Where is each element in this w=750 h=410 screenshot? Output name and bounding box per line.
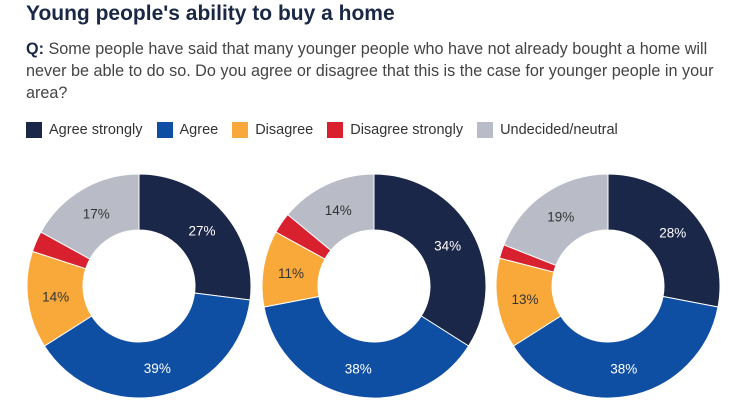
- donut-2-label-undecided-neutral: 14%: [325, 203, 352, 218]
- donut-2-label-agree-strongly: 34%: [434, 239, 461, 254]
- legend-label-disagree: Disagree: [255, 122, 314, 138]
- donut-2-slice-agree: [263, 295, 470, 399]
- donut-2-slice-agree-strongly: [373, 173, 487, 347]
- donut-2-label-disagree: 11%: [278, 266, 304, 281]
- chart-title: Young people's ability to buy a home: [26, 2, 395, 25]
- legend-item-agree: Agree: [156, 122, 219, 138]
- donut-3-label-undecided-neutral: 19%: [547, 210, 574, 225]
- legend-item-agree-strongly: Agree strongly: [26, 122, 143, 138]
- legend-swatch-disagree: [232, 122, 249, 138]
- donut-2-label-agree: 38%: [345, 362, 372, 377]
- legend: Agree strongly Agree Disagree Disagree s…: [26, 122, 632, 138]
- donut-3-label-agree: 38%: [610, 362, 637, 377]
- legend-swatch-disagree-strongly: [327, 122, 344, 138]
- donut-1-slice-agree: [43, 292, 251, 399]
- donut-charts: 27% 39% 14% 17% 34% 38% 11% 14% 28% 38% 13% 19%: [26, 173, 721, 399]
- legend-item-disagree: Disagree: [232, 122, 313, 138]
- legend-label-undecided-neutral: Undecided/neutral: [500, 122, 618, 138]
- legend-swatch-agree-strongly: [26, 122, 42, 138]
- question-text: Q: Some people have said that many young…: [26, 38, 726, 104]
- legend-label-disagree-strongly: Disagree strongly: [350, 122, 464, 138]
- donut-1-label-undecided-neutral: 17%: [83, 207, 110, 222]
- question-prefix: Q:: [26, 40, 44, 58]
- donut-3-slice-agree-strongly: [607, 173, 721, 308]
- donut-1-slice-agree-strongly: [138, 173, 252, 301]
- donut-3-label-agree-strongly: 28%: [659, 225, 686, 240]
- donut-3-slice-agree: [512, 295, 719, 399]
- donut-1-label-agree-strongly: 27%: [188, 223, 215, 238]
- donut-3-slice-undecided-neutral: [503, 173, 609, 267]
- legend-swatch-agree: [156, 122, 173, 138]
- donut-1-slice-undecided-neutral: [40, 173, 140, 260]
- legend-item-disagree-strongly: Disagree strongly: [327, 122, 463, 138]
- donut-1-label-agree: 39%: [144, 361, 171, 376]
- donut-3-label-disagree: 13%: [512, 292, 539, 307]
- legend-item-undecided-neutral: Undecided/neutral: [477, 122, 618, 138]
- donut-1-label-disagree: 14%: [42, 290, 69, 305]
- legend-label-agree-strongly: Agree strongly: [49, 122, 143, 138]
- donut-2-slice-undecided-neutral: [286, 173, 375, 252]
- legend-swatch-undecided-neutral: [477, 122, 494, 138]
- question-body: Some people have said that many younger …: [26, 40, 714, 102]
- legend-label-agree: Agree: [179, 122, 219, 138]
